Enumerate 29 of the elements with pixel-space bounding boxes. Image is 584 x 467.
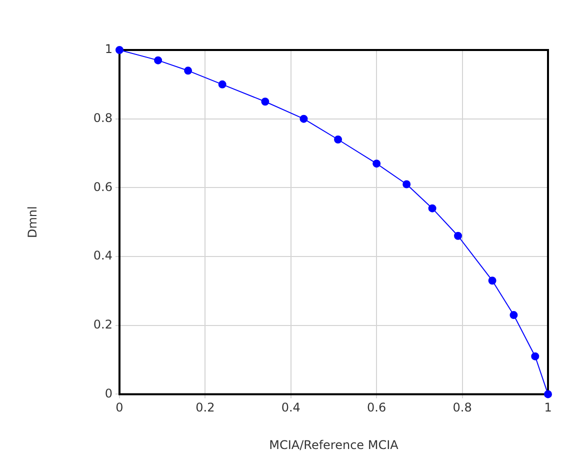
- point: [300, 114, 308, 123]
- y-tick-label: 0.6: [93, 180, 112, 194]
- y-tick-label: 0.2: [93, 317, 112, 332]
- x-tick-label: 0.6: [367, 400, 386, 415]
- y-tick-label: 0.4: [93, 248, 112, 263]
- point: [544, 390, 552, 398]
- point: [402, 180, 411, 188]
- point: [184, 66, 192, 75]
- point: [218, 80, 226, 88]
- point: [428, 204, 436, 212]
- x-tick-label: 0: [116, 400, 124, 415]
- x-tick-label: 1: [544, 400, 552, 415]
- y-tick-label: 0.8: [93, 110, 112, 125]
- point: [261, 98, 270, 106]
- x-axis-title: MCIA/Reference MCIA: [269, 438, 400, 452]
- point: [115, 46, 124, 54]
- point: [510, 311, 518, 320]
- point: [372, 160, 381, 168]
- x-tick-label: 0.2: [196, 400, 215, 415]
- point: [488, 276, 496, 285]
- point: [334, 135, 342, 144]
- point: [154, 56, 162, 64]
- x-tick-label: 0.4: [281, 400, 300, 415]
- point: [531, 352, 540, 360]
- x-tick-label: 0.8: [452, 400, 472, 415]
- point: [454, 232, 462, 240]
- y-tick-label: 1: [104, 42, 112, 56]
- y-axis-title: Dmnl: [25, 206, 40, 238]
- y-tick-label: 0: [104, 386, 112, 400]
